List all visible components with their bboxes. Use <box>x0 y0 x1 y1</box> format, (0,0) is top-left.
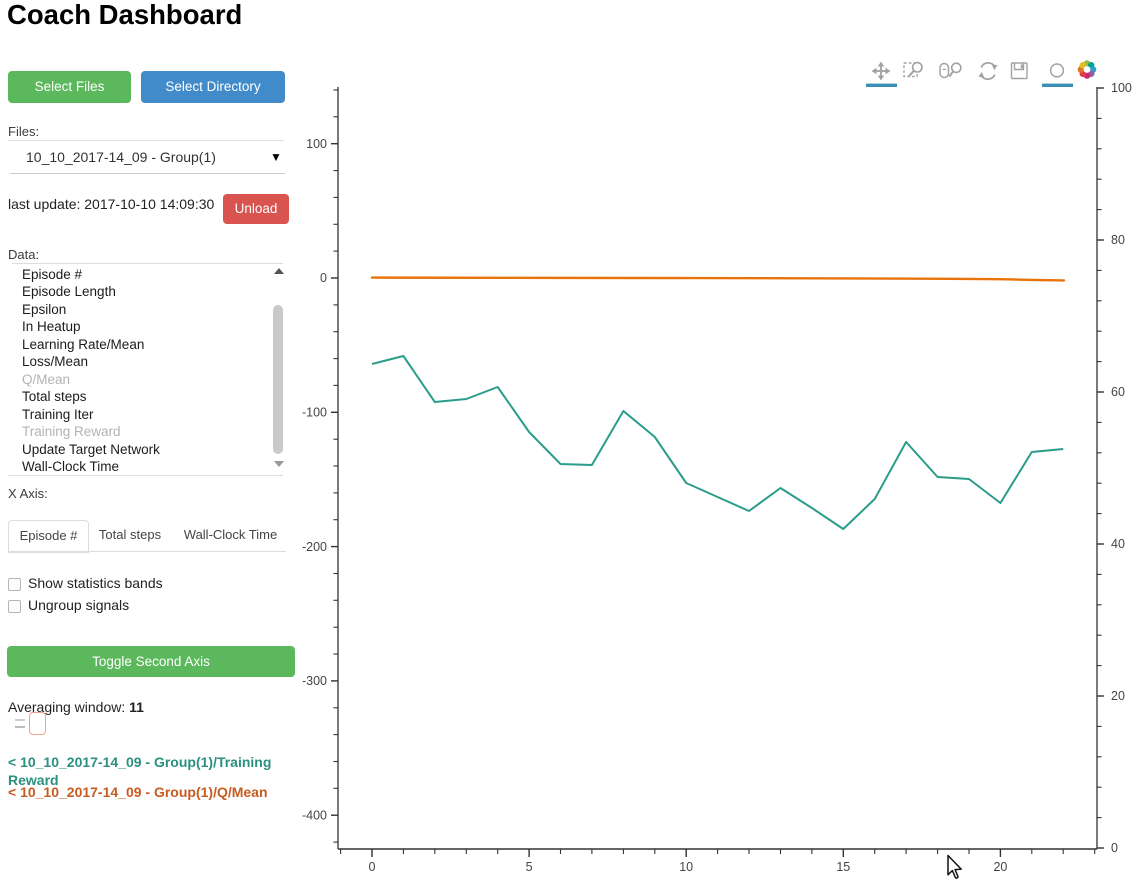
svg-text:10: 10 <box>679 860 693 874</box>
svg-text:15: 15 <box>836 860 850 874</box>
svg-text:40: 40 <box>1111 537 1125 551</box>
svg-text:100: 100 <box>306 137 327 151</box>
svg-text:0: 0 <box>320 271 327 285</box>
svg-text:-400: -400 <box>302 808 327 822</box>
svg-text:20: 20 <box>1111 689 1125 703</box>
svg-text:0: 0 <box>369 860 376 874</box>
svg-text:80: 80 <box>1111 233 1125 247</box>
svg-text:100: 100 <box>1111 81 1132 95</box>
svg-text:-100: -100 <box>302 406 327 420</box>
svg-text:5: 5 <box>526 860 533 874</box>
svg-text:0: 0 <box>1111 841 1118 855</box>
svg-text:20: 20 <box>993 860 1007 874</box>
svg-text:-200: -200 <box>302 540 327 554</box>
svg-text:-300: -300 <box>302 674 327 688</box>
svg-text:60: 60 <box>1111 385 1125 399</box>
